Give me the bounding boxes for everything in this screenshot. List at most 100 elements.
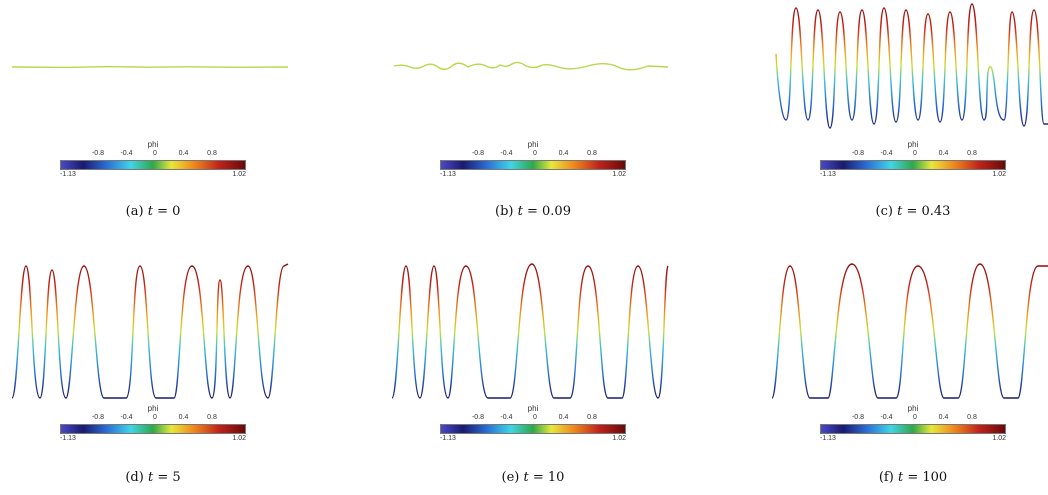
colorbar-title: phi: [907, 140, 919, 149]
colorbar-gradient: [60, 424, 246, 434]
subfigure-caption: (f) t = 100: [768, 470, 1048, 485]
colorbar-tick: -0.8: [91, 414, 105, 421]
colorbar-tick: -0.4: [120, 414, 133, 421]
caption-value: = 100: [907, 470, 948, 485]
phi-curve: [11, 65, 289, 69]
caption-value: = 10: [532, 470, 565, 485]
colorbar-tick: -0.8: [851, 150, 865, 157]
caption-label: (e): [501, 470, 520, 485]
colorbar-tick: -0.4: [120, 150, 133, 157]
colorbar-tick: 0.4: [178, 150, 189, 157]
colorbar-max: 1.02: [232, 171, 246, 178]
colorbar-min: -1.13: [60, 171, 76, 178]
caption-variable: t: [147, 204, 153, 219]
colorbar-tick: 0.8: [587, 414, 597, 421]
colorbar-title: phi: [527, 404, 539, 413]
phi-profile-plot: [11, 65, 289, 69]
subfigure-d: phi -0.8 -0.4 0 0.4 0.8 -1.13 1.02 (d) t…: [8, 252, 298, 490]
phi-profile-plot: [771, 263, 1048, 399]
caption-value: = 0: [157, 204, 181, 219]
caption-variable: t: [523, 470, 529, 485]
subfigure-caption: (c) t = 0.43: [768, 204, 1048, 219]
colorbar: phi -0.8 -0.4 0 0.4 0.8 -1.13 1.02: [820, 404, 1006, 448]
colorbar-min: -1.13: [60, 435, 76, 442]
caption-variable: t: [147, 470, 154, 485]
colorbar-tick: 0.8: [587, 150, 597, 157]
phi-profile-plot: [393, 61, 669, 71]
caption-variable: t: [897, 470, 904, 485]
colorbar-tick: 0: [533, 150, 537, 157]
colorbar-tick: 0.8: [967, 414, 977, 421]
phi-profile-plot: [391, 263, 669, 399]
caption-value: = 0.09: [527, 204, 571, 219]
phi-curve: [11, 263, 289, 399]
subfigure-caption: (e) t = 10: [388, 470, 678, 485]
colorbar-max: 1.02: [232, 435, 246, 442]
colorbar-tick: 0.8: [207, 414, 217, 421]
colorbar-tick: 0.4: [938, 414, 949, 421]
subfigure-caption: (a) t = 0: [8, 204, 298, 219]
colorbar-tick: 0: [153, 150, 157, 157]
phi-profile-plot: [11, 263, 289, 399]
colorbar-tick: -0.8: [851, 414, 865, 421]
caption-label: (a): [125, 204, 144, 219]
colorbar: phi -0.8 -0.4 0 0.4 0.8 -1.13 1.02: [60, 140, 246, 184]
caption-label: (f): [878, 470, 894, 485]
colorbar-gradient: [440, 160, 626, 170]
colorbar-min: -1.13: [820, 435, 836, 442]
colorbar-title: phi: [907, 404, 919, 413]
colorbar-max: 1.02: [612, 171, 626, 178]
caption-value: = 0.43: [906, 204, 951, 219]
caption-label: (d): [125, 470, 144, 485]
colorbar-max: 1.02: [992, 171, 1006, 178]
colorbar-tick: -0.4: [880, 150, 893, 157]
phi-curve: [771, 263, 1048, 399]
colorbar-tick: -0.8: [471, 150, 485, 157]
colorbar-title: phi: [527, 140, 539, 149]
subfigure-e: phi -0.8 -0.4 0 0.4 0.8 -1.13 1.02 (e) t…: [388, 252, 678, 490]
colorbar-tick: 0.4: [178, 414, 189, 421]
colorbar-min: -1.13: [440, 435, 456, 442]
colorbar-tick: -0.4: [500, 150, 513, 157]
colorbar: phi -0.8 -0.4 0 0.4 0.8 -1.13 1.02: [440, 404, 626, 448]
colorbar-title: phi: [147, 404, 159, 413]
colorbar-tick: -0.8: [91, 150, 105, 157]
phi-curve: [391, 263, 669, 399]
subfigure-b: phi -0.8 -0.4 0 0.4 0.8 -1.13 1.02 (b) t…: [388, 0, 678, 238]
colorbar-max: 1.02: [612, 435, 626, 442]
colorbar-gradient: [820, 424, 1006, 434]
caption-value: = 5: [157, 470, 181, 485]
colorbar-tick: 0.4: [938, 150, 949, 157]
caption-variable: t: [517, 204, 523, 219]
phi-profile-plot: [775, 3, 1048, 129]
colorbar-tick: 0: [533, 414, 537, 421]
colorbar: phi -0.8 -0.4 0 0.4 0.8 -1.13 1.02: [440, 140, 626, 184]
phi-curve: [775, 3, 1048, 129]
colorbar: phi -0.8 -0.4 0 0.4 0.8 -1.13 1.02: [820, 140, 1006, 184]
caption-label: (c): [875, 204, 893, 219]
colorbar-tick: -0.4: [500, 414, 513, 421]
subfigure-f: phi -0.8 -0.4 0 0.4 0.8 -1.13 1.02 (f) t…: [768, 252, 1048, 490]
colorbar-tick: 0: [913, 414, 917, 421]
colorbar-tick: 0.8: [207, 150, 217, 157]
caption-variable: t: [897, 204, 903, 219]
colorbar-title: phi: [147, 140, 159, 149]
subfigure-c: phi -0.8 -0.4 0 0.4 0.8 -1.13 1.02 (c) t…: [768, 0, 1048, 238]
subfigure-a: phi -0.8 -0.4 0 0.4 0.8 -1.13 1.02 (a) t…: [8, 0, 298, 238]
colorbar-gradient: [60, 160, 246, 170]
colorbar-tick: 0.4: [558, 150, 569, 157]
colorbar-min: -1.13: [440, 171, 456, 178]
caption-label: (b): [495, 204, 514, 219]
colorbar-tick: -0.4: [880, 414, 893, 421]
phi-curve: [393, 61, 669, 71]
colorbar-tick: 0: [153, 414, 157, 421]
colorbar-tick: 0.4: [558, 414, 569, 421]
colorbar-tick: 0: [913, 150, 917, 157]
subfigure-caption: (d) t = 5: [8, 470, 298, 485]
colorbar-gradient: [440, 424, 626, 434]
colorbar-tick: 0.8: [967, 150, 977, 157]
colorbar-tick: -0.8: [471, 414, 485, 421]
colorbar-max: 1.02: [992, 435, 1006, 442]
colorbar: phi -0.8 -0.4 0 0.4 0.8 -1.13 1.02: [60, 404, 246, 448]
colorbar-min: -1.13: [820, 171, 836, 178]
